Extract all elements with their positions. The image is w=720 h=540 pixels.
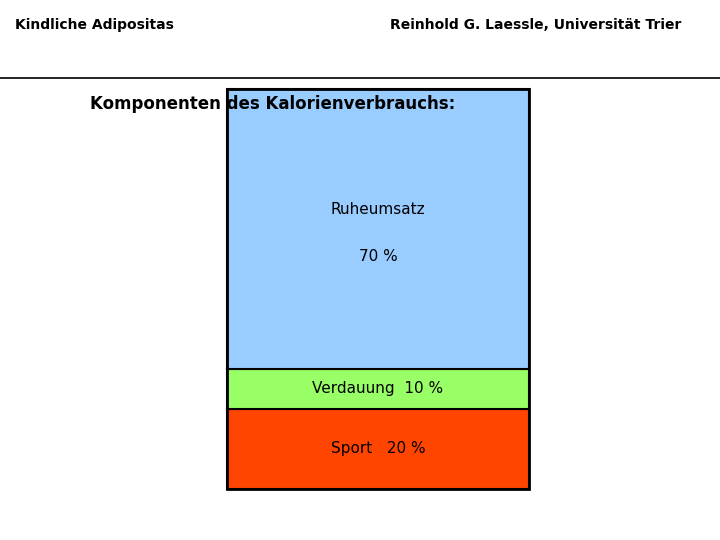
- Text: Sport   20 %: Sport 20 %: [330, 441, 426, 456]
- Text: Ruheumsatz: Ruheumsatz: [330, 202, 426, 217]
- Text: Komponenten des Kalorienverbrauchs:: Komponenten des Kalorienverbrauchs:: [90, 95, 455, 113]
- Text: 70 %: 70 %: [359, 249, 397, 265]
- Text: Reinhold G. Laessle, Universität Trier: Reinhold G. Laessle, Universität Trier: [390, 18, 681, 32]
- Bar: [227, 369, 529, 409]
- Bar: [227, 409, 529, 489]
- Bar: [227, 89, 529, 369]
- Bar: [227, 89, 529, 489]
- Text: Kindliche Adipositas: Kindliche Adipositas: [15, 18, 174, 32]
- Text: Verdauung  10 %: Verdauung 10 %: [312, 381, 444, 396]
